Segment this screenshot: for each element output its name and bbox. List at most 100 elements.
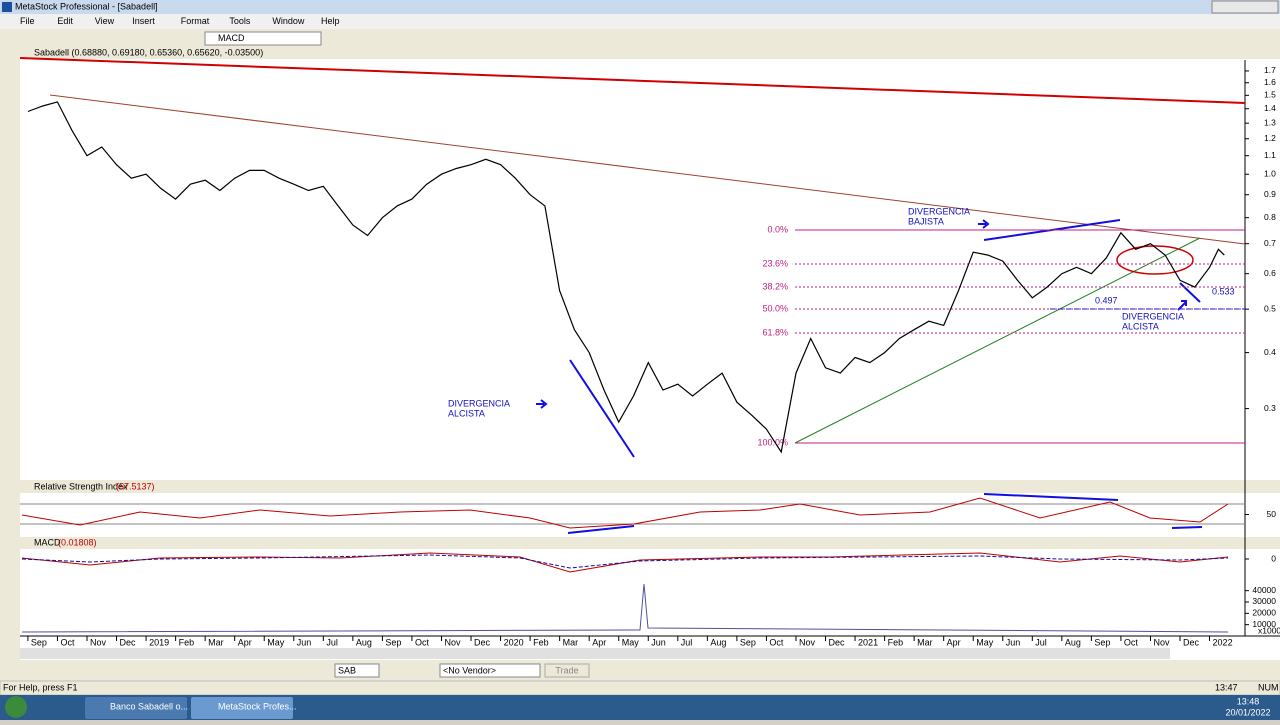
- x-tick-label: Nov: [1153, 637, 1170, 647]
- window-controls[interactable]: [1211, 0, 1279, 14]
- x-tick-label: 2019: [149, 637, 169, 647]
- rsi-line: [21, 497, 1229, 529]
- x-tick-label: Sep: [740, 637, 756, 647]
- arrows: [536, 219, 1187, 409]
- x-tick-label: Nov: [799, 637, 816, 647]
- x-tick-label: Aug: [1065, 637, 1081, 647]
- y-tick-label: 0.8: [1264, 212, 1276, 222]
- y-tick-label: 1.1: [1264, 150, 1276, 160]
- symbol-box[interactable]: [334, 663, 380, 678]
- annotation: ALCISTA: [448, 408, 485, 418]
- x-tick-label: Dec: [120, 637, 137, 647]
- menu-item[interactable]: Window: [272, 16, 305, 26]
- rsi-divergence: [1171, 526, 1203, 529]
- macd-title: MACD: [34, 537, 61, 547]
- y-tick-label: 0.9: [1264, 189, 1276, 199]
- x-tick-label: Dec: [829, 637, 846, 647]
- menu-item[interactable]: View: [95, 16, 115, 26]
- y-tick-label: 0: [1271, 553, 1276, 563]
- y-tick-label: 1.7: [1264, 65, 1276, 75]
- y-tick-label: 0.7: [1264, 238, 1276, 248]
- x-tick-label: Apr: [238, 637, 252, 647]
- indicator-name: MACD: [218, 33, 245, 43]
- y-tick-label: 1.6: [1264, 77, 1276, 87]
- x-tick-label: Nov: [444, 637, 461, 647]
- y-tick-label: 0.4: [1264, 347, 1276, 357]
- status-help: For Help, press F1: [3, 682, 78, 692]
- task-item[interactable]: [191, 697, 293, 719]
- task-item[interactable]: [85, 697, 187, 719]
- fib-label: 100.0%: [757, 437, 788, 447]
- fib-label: 38.2%: [762, 281, 788, 291]
- chart-window: [20, 47, 1280, 660]
- trendline: [49, 94, 1246, 245]
- menu-item[interactable]: File: [20, 16, 35, 26]
- vendor-select[interactable]: [439, 663, 541, 678]
- menu-item[interactable]: Tools: [229, 16, 251, 26]
- annotation: DIVERGENCIA: [908, 206, 970, 216]
- y-tick-label: 1.4: [1264, 103, 1276, 113]
- x-tick-label: Oct: [60, 637, 75, 647]
- x-tick-label: Feb: [179, 637, 195, 647]
- x-tick-label: Feb: [533, 637, 549, 647]
- rsi-divergence: [567, 525, 635, 534]
- trade-button[interactable]: [544, 663, 590, 678]
- x-tick-label: Dec: [1183, 637, 1200, 647]
- indicator-select[interactable]: [204, 31, 322, 46]
- price-line: [27, 101, 1225, 454]
- menu-item[interactable]: Edit: [57, 16, 73, 26]
- macd-value: (0.01808): [58, 537, 97, 547]
- macd-header: [20, 537, 1280, 549]
- rsi-value: (57.5137): [116, 481, 155, 491]
- x-tick-label: May: [267, 637, 285, 647]
- y-tick-label: 1.3: [1264, 117, 1276, 127]
- highlight-ellipse: [1116, 245, 1194, 275]
- annotation: DIVERGENCIA: [448, 398, 510, 408]
- x-tick-label: May: [976, 637, 994, 647]
- task-label: MetaStock Profes...: [218, 701, 297, 711]
- volume-profile: [21, 583, 1229, 633]
- x-tick-label: Sep: [1094, 637, 1110, 647]
- x-tick-label: Nov: [90, 637, 107, 647]
- x-tick-label: Jun: [1006, 637, 1021, 647]
- x-tick-label: Apr: [947, 637, 961, 647]
- x-tick-label: Jul: [326, 637, 338, 647]
- trendline: [794, 237, 1201, 444]
- x-tick-label: Sep: [31, 637, 47, 647]
- fib-label: 23.6%: [762, 258, 788, 268]
- symbol: SAB: [338, 665, 356, 675]
- signal-line: [21, 554, 1229, 569]
- x-tick-label: Dec: [474, 637, 491, 647]
- level-label: 0.533: [1212, 286, 1235, 296]
- menu-item[interactable]: Help: [321, 16, 340, 26]
- x-tick-label: Mar: [917, 637, 933, 647]
- y-tick-label: 1.5: [1264, 90, 1276, 100]
- menu-item[interactable]: Insert: [132, 16, 155, 26]
- x-tick-label: Jul: [681, 637, 693, 647]
- trendline: [19, 57, 1246, 104]
- status-time: 13:47: [1215, 682, 1238, 692]
- scrollbar[interactable]: [20, 648, 1170, 659]
- rsi-divergence: [983, 493, 1119, 501]
- annotation: ALCISTA: [1122, 321, 1159, 331]
- app-icon: [2, 2, 12, 12]
- start-button[interactable]: [5, 696, 27, 718]
- window-title: MetaStock Professional - [Sabadell]: [15, 1, 158, 11]
- toolbar: [0, 29, 1280, 47]
- status-bar: [0, 680, 1280, 696]
- y-tick-label: 0.5: [1264, 303, 1276, 313]
- x-tick-label: Aug: [356, 637, 372, 647]
- rsi-title: Relative Strength Index: [34, 481, 128, 491]
- menu-item[interactable]: Format: [181, 16, 210, 26]
- status-num: NUM: [1258, 682, 1279, 692]
- bottom-toolbar: [0, 660, 1280, 681]
- y-tick-label: 40000: [1252, 585, 1276, 595]
- studies: [19, 57, 1246, 633]
- x-tick-label: Jun: [651, 637, 666, 647]
- y-tick-label: 0.3: [1264, 403, 1276, 413]
- fib-label: 61.8%: [762, 327, 788, 337]
- fib-label: 0.0%: [767, 224, 788, 234]
- annotation: BAJISTA: [908, 216, 944, 226]
- x-tick-label: Mar: [563, 637, 579, 647]
